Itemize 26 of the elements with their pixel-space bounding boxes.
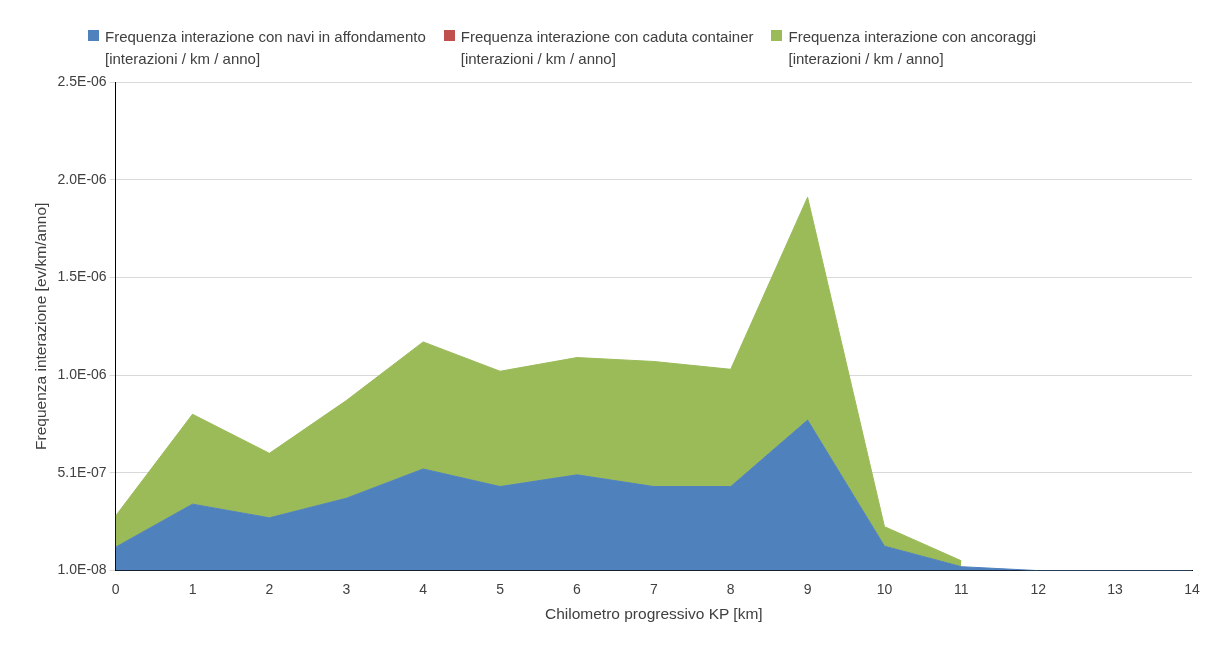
y-tick-label: 2.0E-06: [57, 170, 107, 187]
legend-label: Frequenza interazione con ancoraggi [interazioni / km / anno]: [788, 27, 1037, 69]
y-tick-label: 5.1E-07: [57, 463, 107, 480]
y-tick-label: 1.0E-06: [57, 366, 107, 383]
legend-label: Frequenza interazione con caduta container [interazioni / km / anno]: [460, 27, 754, 69]
x-tick-label: 9: [803, 580, 812, 597]
y-tick-label: 2.5E-06: [57, 72, 107, 89]
x-tick-label: 1: [188, 580, 197, 597]
x-tick-label: 0: [111, 580, 120, 597]
legend-label: Frequenza interazione con navi in affondamento [interazioni / km / anno]: [105, 27, 426, 69]
x-tick-label: 2: [265, 580, 274, 597]
x-tick-label: 4: [419, 580, 428, 597]
y-axis-title: Frequenza interazione [ev/km/anno]: [31, 202, 49, 450]
x-axis-title: Chilometro progressivo KP [km]: [544, 604, 763, 622]
x-tick-label: 14: [1184, 580, 1200, 597]
y-tick-label: 1.0E-08: [57, 561, 107, 578]
x-tick-label: 12: [1030, 580, 1047, 597]
x-tick-label: 6: [573, 580, 582, 597]
x-tick-label: 8: [726, 580, 735, 597]
x-tick-label: 13: [1107, 580, 1124, 597]
y-tick-label: 1.5E-06: [57, 268, 107, 285]
x-tick-label: 11: [954, 580, 969, 597]
x-tick-label: 7: [649, 580, 658, 597]
x-tick-label: 3: [342, 580, 351, 597]
x-tick-label: 10: [876, 580, 893, 597]
x-tick-label: 5: [496, 580, 505, 597]
